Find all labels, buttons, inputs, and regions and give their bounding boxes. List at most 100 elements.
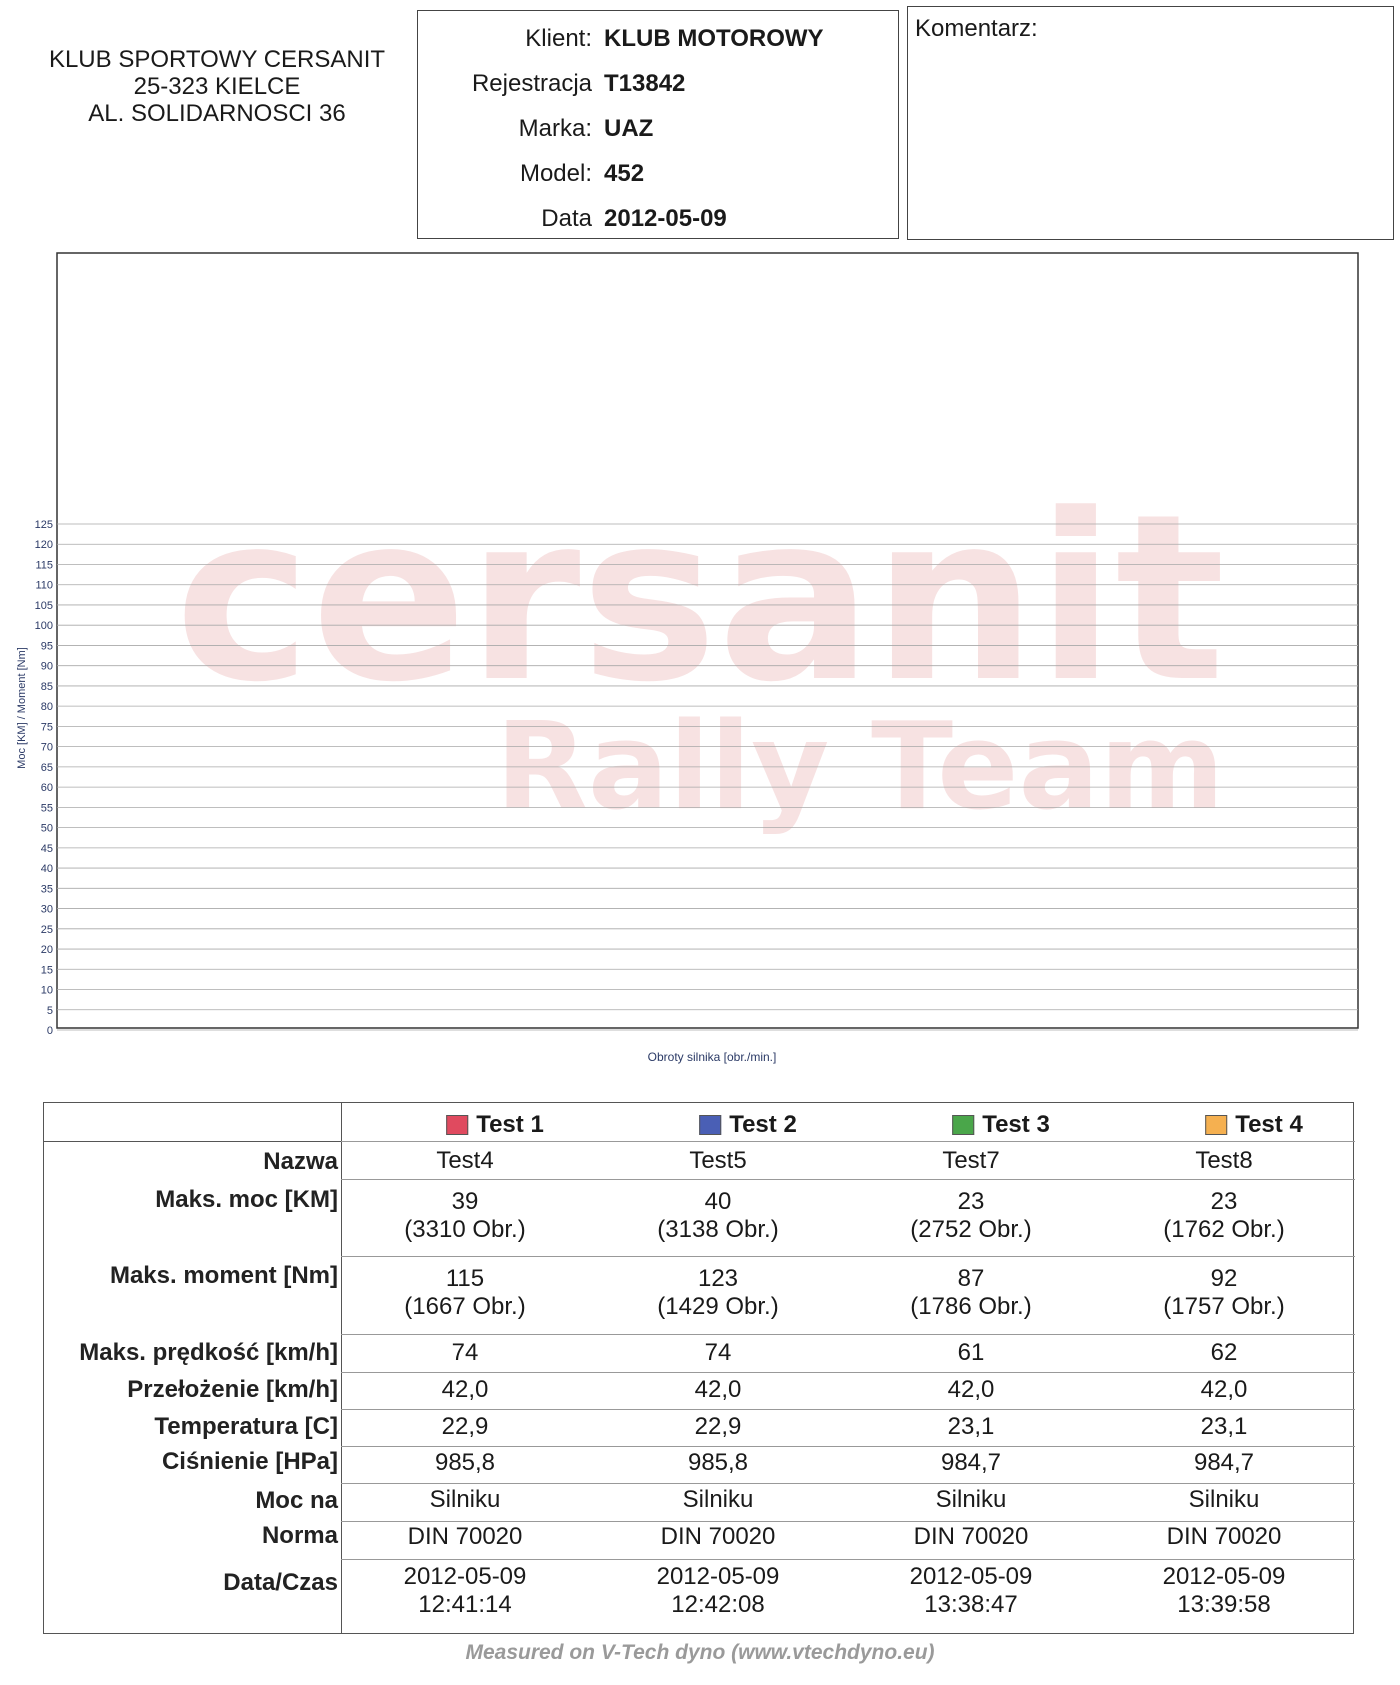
y-tick-label: 40	[41, 863, 53, 875]
cell-moment: 123	[697, 1265, 739, 1292]
row-label-przelozenie: Przełożenie [km/h]	[127, 1376, 338, 1403]
cell-data: 2012-05-09	[656, 1563, 780, 1590]
registration-value: T13842	[604, 70, 686, 97]
y-tick-label: 0	[47, 1025, 53, 1037]
make-label: Marka:	[518, 115, 592, 142]
cell-nazwa: Test4	[436, 1147, 494, 1174]
cell-norma: DIN 70020	[660, 1523, 776, 1550]
y-tick-label: 55	[41, 802, 53, 814]
legend-swatch-blue	[699, 1115, 722, 1135]
legend-swatch-red	[446, 1115, 469, 1135]
model-value: 452	[604, 160, 645, 187]
cell-data: 2012-05-09	[1162, 1563, 1286, 1590]
cell-moc: 23	[1210, 1188, 1238, 1215]
cell-czas: 12:42:08	[671, 1591, 765, 1618]
y-tick-label: 70	[41, 742, 53, 754]
y-tick-label: 75	[41, 721, 53, 733]
cell-moc-rpm: (3138 Obr.)	[657, 1216, 779, 1243]
y-tick-label: 25	[41, 924, 53, 936]
cell-moment: 87	[957, 1265, 985, 1292]
y-tick-label: 80	[41, 701, 53, 713]
comment-box: Komentarz:	[907, 6, 1394, 240]
y-tick-label: 50	[41, 823, 53, 835]
y-tick-label: 10	[41, 985, 53, 997]
y-tick-label: 5	[47, 1005, 53, 1017]
cell-czas: 12:41:14	[418, 1591, 512, 1618]
cell-norma: DIN 70020	[913, 1523, 1029, 1550]
table-rule	[341, 1446, 1355, 1447]
legend-test-4: Test 4	[1205, 1111, 1303, 1139]
cell-cisnienie: 985,8	[434, 1449, 496, 1476]
table-rule	[341, 1483, 1355, 1484]
cell-moc-rpm: (3310 Obr.)	[404, 1216, 526, 1243]
client-value: KLUB MOTOROWY	[604, 25, 824, 52]
table-rule	[341, 1256, 1355, 1257]
legend-label: Test 2	[729, 1111, 797, 1138]
y-tick-label: 120	[35, 539, 53, 551]
y-tick-label: 45	[41, 843, 53, 855]
y-tick-label: 30	[41, 904, 53, 916]
row-label-moc: Maks. moc [KM]	[155, 1186, 338, 1213]
cell-temperatura: 23,1	[947, 1413, 995, 1440]
y-axis-label: Moc [KM] / Moment [Nm]	[16, 647, 28, 769]
cell-predkosc: 62	[1210, 1339, 1238, 1366]
cell-moment: 115	[445, 1265, 485, 1292]
cell-cisnienie: 984,7	[940, 1449, 1002, 1476]
table-divider	[341, 1103, 342, 1633]
client-row: Klient: KLUB MOTOROWY	[418, 25, 898, 55]
y-tick-label: 95	[41, 640, 53, 652]
cell-predkosc: 74	[451, 1339, 479, 1366]
x-axis-label: Obroty silnika [obr./min.]	[648, 1050, 777, 1064]
y-tick-label: 125	[35, 519, 53, 531]
legend-swatch-green	[952, 1115, 975, 1135]
cell-moc-na: Silniku	[1188, 1486, 1260, 1513]
y-tick-label: 60	[41, 782, 53, 794]
y-tick-label: 105	[35, 600, 53, 612]
comment-label: Komentarz:	[915, 15, 1038, 42]
row-label-cisnienie: Ciśnienie [HPa]	[161, 1448, 338, 1475]
cell-nazwa: Test5	[689, 1147, 747, 1174]
cell-cisnienie: 985,8	[687, 1449, 749, 1476]
cell-nazwa: Test8	[1195, 1147, 1253, 1174]
cell-predkosc: 61	[957, 1339, 985, 1366]
table-rule	[341, 1409, 1355, 1410]
cell-moment-rpm: (1786 Obr.)	[910, 1293, 1032, 1320]
cell-moc: 39	[451, 1188, 479, 1215]
client-label: Klient:	[525, 25, 592, 52]
legend-test-1: Test 1	[446, 1111, 544, 1139]
cell-moc: 40	[704, 1188, 732, 1215]
row-label-moc-na: Moc na	[255, 1487, 338, 1514]
footer-credit: Measured on V-Tech dyno (www.vtechdyno.e…	[465, 1641, 935, 1664]
y-tick-label: 15	[41, 964, 53, 976]
cell-cisnienie: 984,7	[1193, 1449, 1255, 1476]
cell-moc-rpm: (2752 Obr.)	[910, 1216, 1032, 1243]
row-label-temperatura: Temperatura [C]	[154, 1413, 338, 1440]
cell-przelozenie: 42,0	[1200, 1376, 1248, 1403]
cell-czas: 13:39:58	[1177, 1591, 1271, 1618]
registration-row: Rejestracja T13842	[418, 70, 898, 100]
cell-moment: 92	[1210, 1265, 1238, 1292]
cell-przelozenie: 42,0	[441, 1376, 489, 1403]
watermark-text: Rally Team	[496, 698, 1225, 837]
organization-address: KLUB SPORTOWY CERSANIT 25-323 KIELCE AL.…	[22, 46, 412, 127]
legend-label: Test 4	[1235, 1111, 1303, 1138]
cell-czas: 13:38:47	[924, 1591, 1018, 1618]
plot-frame	[56, 252, 1359, 1029]
cell-moc: 23	[957, 1188, 985, 1215]
make-row: Marka: UAZ	[418, 115, 898, 145]
table-rule	[341, 1179, 1355, 1180]
row-label-data-czas: Data/Czas	[223, 1569, 338, 1596]
cell-moment-rpm: (1429 Obr.)	[657, 1293, 779, 1320]
cell-temperatura: 22,9	[694, 1413, 742, 1440]
row-label-norma: Norma	[261, 1522, 338, 1549]
legend-test-3: Test 3	[952, 1111, 1050, 1139]
table-rule	[341, 1559, 1355, 1560]
y-tick-label: 20	[41, 944, 53, 956]
cell-moment-rpm: (1757 Obr.)	[1163, 1293, 1285, 1320]
legend-swatch-orange	[1205, 1115, 1228, 1135]
cell-moc-na: Silniku	[682, 1486, 754, 1513]
table-rule	[44, 1141, 341, 1142]
table-rule	[341, 1334, 1355, 1335]
results-table: Test 1 Test 2 Test 3 Test 4 Nazwa Maks. …	[43, 1102, 1355, 1634]
